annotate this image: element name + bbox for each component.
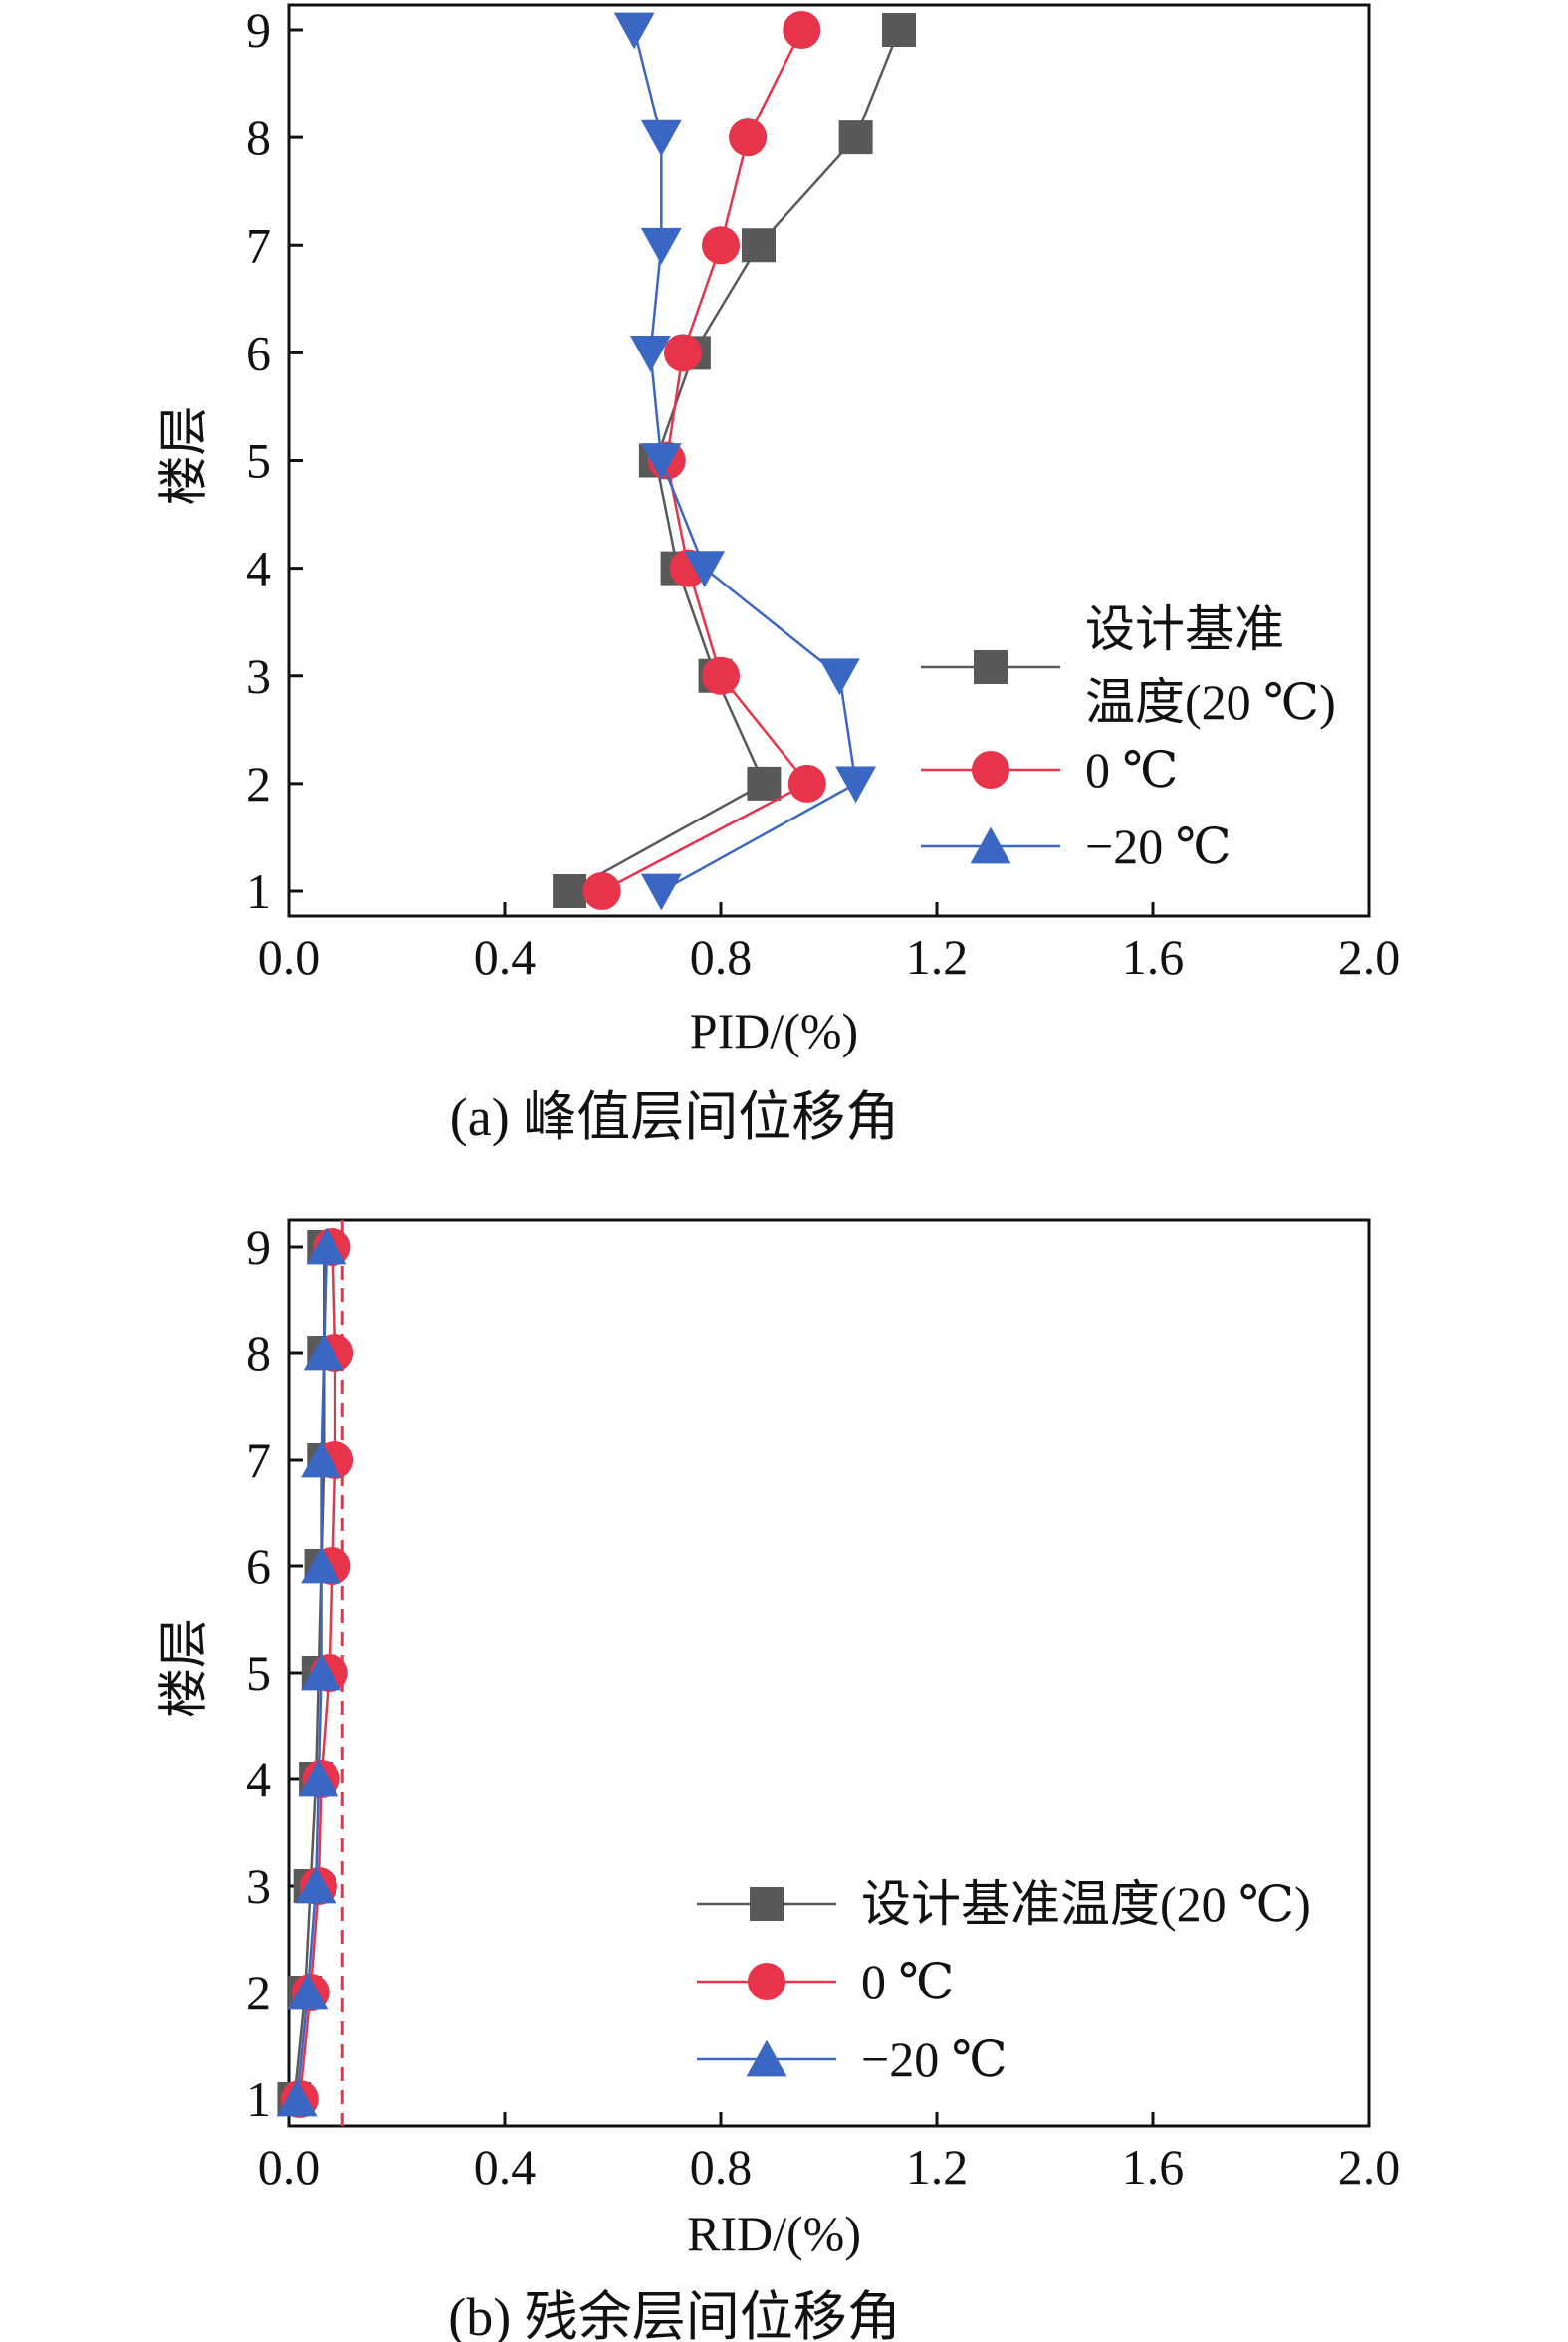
y-tick-label: 5 xyxy=(246,433,271,489)
series-1-point-floor-1 xyxy=(582,871,621,911)
y-tick-label: 7 xyxy=(246,1432,271,1488)
series-1-point-floor-6 xyxy=(663,334,703,372)
y-tick-label: 2 xyxy=(246,1965,271,2020)
series-2-point-floor-5 xyxy=(640,443,682,480)
series-2-point-floor-6 xyxy=(301,1546,341,1584)
y-tick-label: 6 xyxy=(246,1538,271,1594)
series-2-point-floor-7 xyxy=(640,227,682,265)
series-0-point-floor-8 xyxy=(838,120,873,155)
series-2-point-floor-4 xyxy=(684,551,726,588)
x-axis-title: PID/(%) xyxy=(690,1003,858,1058)
series-2-point-floor-3 xyxy=(295,1866,336,1904)
y-tick-label: 1 xyxy=(246,2071,271,2127)
legend-marker-2 xyxy=(746,2039,787,2077)
legend-label-0: 设计基准 xyxy=(1085,601,1284,657)
series-2-point-floor-2 xyxy=(835,766,877,804)
legend-marker-2 xyxy=(970,826,1011,864)
series-1-point-floor-2 xyxy=(787,764,826,803)
y-axis-title: 楼层 xyxy=(155,406,211,506)
series-2-point-floor-9 xyxy=(613,12,655,50)
series-2-point-floor-8 xyxy=(640,119,682,157)
x-tick-label: 0.0 xyxy=(258,2139,321,2195)
legend-marker-0 xyxy=(750,1887,784,1921)
x-tick-label: 2.0 xyxy=(1338,2139,1401,2195)
x-tick-label: 1.6 xyxy=(1122,2139,1185,2195)
x-tick-label: 0.0 xyxy=(258,929,321,985)
series-1-point-floor-8 xyxy=(729,118,768,157)
y-tick-label: 1 xyxy=(246,863,271,919)
panel-caption: (b) 残余层间位移角 xyxy=(448,2287,900,2342)
x-tick-label: 0.4 xyxy=(474,2139,537,2195)
x-tick-label: 1.6 xyxy=(1122,929,1185,985)
series-2-point-floor-2 xyxy=(287,1973,329,2010)
series-2-point-floor-7 xyxy=(301,1440,341,1478)
y-tick-label: 3 xyxy=(246,648,271,704)
x-tick-label: 2.0 xyxy=(1338,929,1401,985)
y-tick-label: 8 xyxy=(246,110,271,165)
x-axis-title: RID/(%) xyxy=(687,2206,861,2261)
y-tick-label: 4 xyxy=(246,1752,271,1807)
y-tick-label: 9 xyxy=(246,2,271,58)
y-tick-label: 7 xyxy=(246,217,271,273)
x-tick-label: 0.8 xyxy=(690,929,753,985)
series-2-point-floor-6 xyxy=(630,336,671,372)
x-tick-label: 1.2 xyxy=(906,929,969,985)
legend-label-2: −20 ℃ xyxy=(1085,819,1232,874)
series-line-0 xyxy=(568,29,901,893)
series-1-point-floor-7 xyxy=(701,226,741,265)
legend-label-1: 0 ℃ xyxy=(1085,742,1178,798)
y-axis-title: 楼层 xyxy=(155,1618,211,1718)
series-2-point-floor-1 xyxy=(640,873,682,911)
series-1-point-floor-3 xyxy=(701,656,741,695)
series-1-point-floor-9 xyxy=(783,10,821,50)
series-line-1 xyxy=(601,29,809,893)
series-2-point-floor-8 xyxy=(303,1333,344,1371)
legend-marker-1 xyxy=(747,1962,786,2001)
legend: 设计基准温度(20 ℃) 0 ℃ −20 ℃ xyxy=(921,601,1336,874)
series-2-point-floor-4 xyxy=(298,1759,339,1797)
panel-caption: (a) 峰值层间位移角 xyxy=(450,1087,899,1147)
y-tick-label: 9 xyxy=(246,1219,271,1275)
panel-a-peak-drift: 0.0 0.4 0.8 1.2 1.6 2.0 1 2 3 4 5 6 7 8 9 PID/(%) 楼层 (a) … xyxy=(155,2,1400,1147)
y-tick-label: 4 xyxy=(246,541,271,596)
panel-b-residual-drift: 0.0 0.4 0.8 1.2 1.6 2.0 1 2 3 4 5 6 7 8 9 RID/(%) 楼层 (b) … xyxy=(155,1218,1401,2342)
legend-label-0: 设计基准温度(20 ℃) xyxy=(861,1876,1311,1932)
legend-marker-0 xyxy=(974,650,1008,684)
legend-label-0: 温度(20 ℃) xyxy=(1085,674,1336,730)
legend: 设计基准温度(20 ℃) 0 ℃ −20 ℃ xyxy=(697,1876,1311,2087)
legend-marker-1 xyxy=(971,750,1010,790)
series-2-point-floor-5 xyxy=(301,1653,341,1691)
y-tick-label: 5 xyxy=(246,1645,271,1701)
y-tick-label: 2 xyxy=(246,756,271,812)
plot-frame xyxy=(287,1218,1371,2128)
series-2-point-floor-9 xyxy=(306,1227,347,1265)
legend-label-2: −20 ℃ xyxy=(861,2031,1008,2087)
series-2-point-floor-3 xyxy=(818,658,860,696)
x-tick-label: 1.2 xyxy=(906,2139,969,2195)
series-0-point-floor-2 xyxy=(747,766,782,801)
y-tick-label: 6 xyxy=(246,325,271,380)
series-2-point-floor-1 xyxy=(276,2079,318,2117)
x-tick-label: 0.4 xyxy=(474,929,537,985)
y-tick-label: 8 xyxy=(246,1325,271,1381)
series-0-point-floor-1 xyxy=(553,874,587,908)
series-0-point-floor-9 xyxy=(882,13,917,47)
series-0-point-floor-7 xyxy=(741,228,776,263)
y-tick-label: 3 xyxy=(246,1858,271,1914)
x-tick-label: 0.8 xyxy=(690,2139,753,2195)
plot-frame xyxy=(287,3,1371,918)
legend-label-1: 0 ℃ xyxy=(861,1954,954,2009)
